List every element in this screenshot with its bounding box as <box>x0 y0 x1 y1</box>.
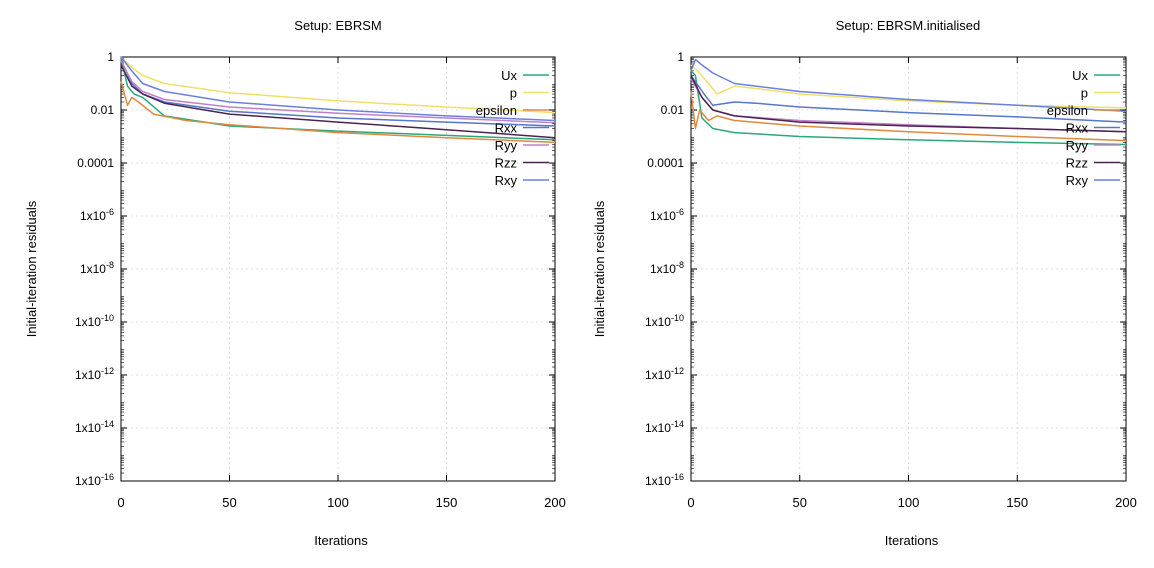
x-tick-label: 150 <box>1006 495 1028 510</box>
series-line-rxy <box>690 58 1127 112</box>
x-tick-label: 0 <box>687 495 694 510</box>
y-tick-label: 1x10-10 <box>645 313 684 329</box>
y-tick-mantissa: 1x10 <box>75 368 101 382</box>
x-tick-label: 100 <box>898 495 920 510</box>
legend-label-p: p <box>1081 86 1088 101</box>
y-tick-label: 1x10-6 <box>650 207 684 223</box>
legend-label-epsilon: epsilon <box>476 103 517 118</box>
y-tick-label: 1x10-8 <box>650 260 684 276</box>
y-tick-label: 1x10-14 <box>645 419 684 435</box>
y-tick-exponent: -14 <box>671 419 684 429</box>
y-tick-exponent: -14 <box>101 419 114 429</box>
y-tick-exponent: -16 <box>671 472 684 482</box>
x-tick-label: 200 <box>1115 495 1137 510</box>
y-tick-mantissa: 1x10 <box>75 315 101 329</box>
y-tick-label: 1x10-10 <box>75 313 114 329</box>
x-tick-label: 0 <box>117 495 124 510</box>
y-tick-mantissa: 1x10 <box>80 262 106 276</box>
x-tick-label: 50 <box>793 495 807 510</box>
y-tick-exponent: -12 <box>101 366 114 376</box>
y-tick-label: 1 <box>677 50 684 64</box>
y-tick-mantissa: 1x10 <box>650 209 676 223</box>
y-tick-label: 0.01 <box>661 103 685 117</box>
x-axis-label: Iterations <box>314 533 368 548</box>
y-tick-label: 1x10-16 <box>75 472 114 488</box>
legend-label-rxx: Rxx <box>495 121 518 136</box>
y-tick-label: 0.0001 <box>77 156 114 170</box>
legend-label-ux: Ux <box>1072 68 1088 83</box>
legend-label-p: p <box>510 86 517 101</box>
series-line-rxy <box>120 56 556 122</box>
legend-label-rxx: Rxx <box>1066 121 1089 136</box>
y-tick-exponent: -10 <box>101 313 114 323</box>
y-tick-label: 1x10-12 <box>645 366 684 382</box>
series-line-rzz <box>690 75 1127 133</box>
y-axis-label: Initial-iteration residuals <box>24 200 39 337</box>
y-tick-mantissa: 1x10 <box>650 262 676 276</box>
legend-label-ryy: Ryy <box>1066 138 1089 153</box>
series-line-ryy <box>120 60 556 124</box>
y-tick-mantissa: 1x10 <box>645 421 671 435</box>
y-tick-exponent: -6 <box>676 207 684 217</box>
y-tick-exponent: -16 <box>101 472 114 482</box>
legend-label-rxy: Rxy <box>495 173 518 188</box>
y-tick-exponent: -12 <box>671 366 684 376</box>
x-tick-label: 150 <box>436 495 458 510</box>
legend-label-epsilon: epsilon <box>1047 103 1088 118</box>
y-tick-mantissa: 0.01 <box>661 103 685 117</box>
y-tick-label: 1x10-16 <box>645 472 684 488</box>
y-tick-mantissa: 1 <box>107 50 114 64</box>
y-tick-mantissa: 1x10 <box>645 474 671 488</box>
series-line-rxx <box>120 59 556 127</box>
x-axis-label: Iterations <box>885 533 939 548</box>
y-axis-label: Initial-iteration residuals <box>592 200 607 337</box>
y-tick-exponent: -10 <box>671 313 684 323</box>
y-tick-mantissa: 1x10 <box>645 368 671 382</box>
chart-title: Setup: EBRSM.initialised <box>836 18 981 33</box>
y-tick-label: 1x10-8 <box>80 260 114 276</box>
series-line-epsilon <box>690 91 1127 142</box>
y-tick-mantissa: 1x10 <box>80 209 106 223</box>
x-tick-label: 200 <box>544 495 566 510</box>
y-tick-mantissa: 0.0001 <box>647 156 684 170</box>
y-tick-label: 1 <box>107 50 114 64</box>
y-tick-label: 1x10-12 <box>75 366 114 382</box>
legend-label-rzz: Rzz <box>495 156 517 171</box>
y-tick-label: 1x10-6 <box>80 207 114 223</box>
legend-label-ryy: Ryy <box>495 138 518 153</box>
legend-label-ux: Ux <box>501 68 517 83</box>
y-tick-mantissa: 1x10 <box>645 315 671 329</box>
series-line-rxx <box>690 75 1127 123</box>
y-tick-mantissa: 1 <box>677 50 684 64</box>
series-line-epsilon <box>120 81 556 144</box>
y-tick-mantissa: 0.0001 <box>77 156 114 170</box>
y-tick-exponent: -8 <box>106 260 114 270</box>
x-tick-label: 50 <box>222 495 236 510</box>
legend-label-rzz: Rzz <box>1066 156 1088 171</box>
chart-panel-2: 10.010.00011x10-61x10-81x10-101x10-121x1… <box>592 18 1137 548</box>
y-tick-label: 0.0001 <box>647 156 684 170</box>
series-line-p <box>120 56 556 114</box>
chart-panel-1: 10.010.00011x10-61x10-81x10-101x10-121x1… <box>24 18 566 548</box>
series-line-rzz <box>120 64 556 139</box>
y-tick-mantissa: 1x10 <box>75 421 101 435</box>
y-tick-label: 1x10-14 <box>75 419 114 435</box>
legend-label-rxy: Rxy <box>1066 173 1089 188</box>
y-tick-mantissa: 0.01 <box>91 103 115 117</box>
y-tick-mantissa: 1x10 <box>75 474 101 488</box>
y-tick-exponent: -6 <box>106 207 114 217</box>
chart-title: Setup: EBRSM <box>294 18 381 33</box>
y-tick-exponent: -8 <box>676 260 684 270</box>
y-tick-label: 0.01 <box>91 103 115 117</box>
x-tick-label: 100 <box>327 495 349 510</box>
